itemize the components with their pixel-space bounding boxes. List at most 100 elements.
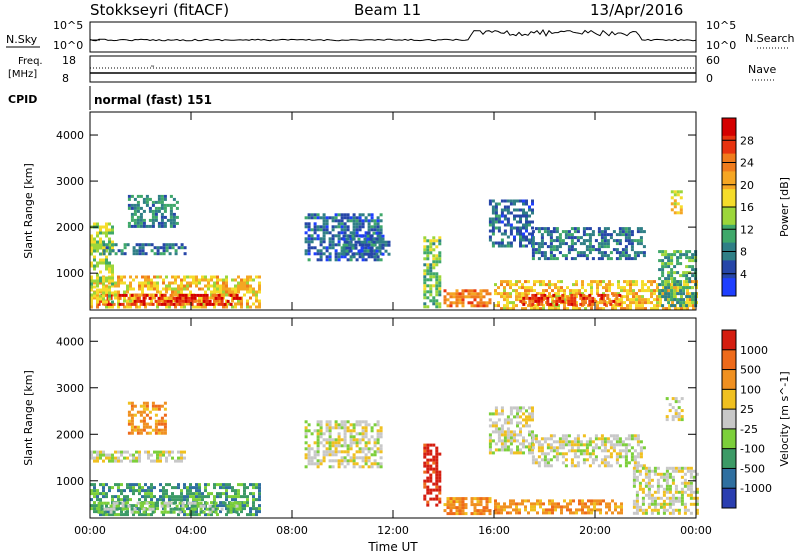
power-cell xyxy=(342,243,346,247)
velocity-cell xyxy=(500,511,503,515)
velocity-cell xyxy=(624,449,628,453)
velocity-cell xyxy=(531,448,534,452)
power-cell xyxy=(423,272,427,276)
power-cell xyxy=(142,197,146,201)
power-cell xyxy=(258,275,261,279)
velocity-cell xyxy=(198,495,201,499)
power-cell xyxy=(661,265,665,269)
velocity-cell xyxy=(174,459,177,463)
power-cell xyxy=(606,296,610,300)
power-cell xyxy=(452,301,456,305)
velocity-cell xyxy=(225,495,228,499)
power-cell xyxy=(111,225,114,229)
power-cell xyxy=(340,222,344,226)
power-cell xyxy=(234,302,237,306)
velocity-cell xyxy=(518,508,521,512)
power-cell xyxy=(316,234,320,238)
power-cell xyxy=(127,194,131,198)
velocity-cell xyxy=(609,455,613,459)
velocity-cell xyxy=(376,447,380,451)
velocity-cell xyxy=(139,410,143,414)
velocity-cell xyxy=(136,501,140,505)
power-cell xyxy=(533,307,536,311)
velocity-cell xyxy=(198,486,201,490)
velocity-cell xyxy=(337,465,341,469)
velocity-cell xyxy=(525,445,528,449)
power-cell xyxy=(117,299,120,303)
velocity-cell xyxy=(165,483,168,487)
velocity-cell xyxy=(522,451,525,455)
power-colorbar-label: Power [dB] xyxy=(778,177,791,237)
velocity-colorbar-tick-label: 1000 xyxy=(740,344,768,357)
power-cell xyxy=(689,304,692,308)
velocity-cell xyxy=(157,407,161,411)
velocity-cell xyxy=(376,435,380,439)
power-cell xyxy=(603,233,607,237)
power-cell xyxy=(108,281,111,285)
velocity-cell xyxy=(591,440,595,444)
velocity-cell xyxy=(636,434,640,438)
velocity-cell xyxy=(482,509,486,513)
velocity-cell xyxy=(635,466,639,470)
power-cell xyxy=(426,284,430,288)
velocity-cell xyxy=(361,426,365,430)
power-cell xyxy=(102,285,105,289)
velocity-cell xyxy=(530,505,533,509)
power-cell xyxy=(108,276,111,280)
velocity-cell xyxy=(367,423,371,427)
velocity-cell xyxy=(316,441,320,445)
velocity-cell xyxy=(635,511,639,515)
power-cell xyxy=(190,293,194,297)
power-cell xyxy=(537,257,541,261)
velocity-cell xyxy=(497,418,501,422)
power-cell xyxy=(360,240,364,244)
power-cell xyxy=(653,307,656,311)
velocity-cell xyxy=(105,513,108,517)
power-cell xyxy=(358,216,362,220)
velocity-cell xyxy=(103,501,107,505)
power-cell xyxy=(384,240,388,244)
power-cell xyxy=(237,290,240,294)
power-cell xyxy=(123,252,127,256)
velocity-cell xyxy=(435,482,439,486)
velocity-cell xyxy=(195,492,198,496)
velocity-cell xyxy=(376,432,380,436)
power-cell xyxy=(513,235,516,239)
velocity-cell xyxy=(313,441,317,445)
velocity-cell xyxy=(142,407,146,411)
velocity-cell xyxy=(585,458,589,462)
power-cell xyxy=(153,275,156,279)
power-cell xyxy=(522,223,525,227)
velocity-cell xyxy=(145,404,149,408)
power-cell xyxy=(585,239,589,243)
power-cell xyxy=(579,242,583,246)
power-cell xyxy=(108,249,112,253)
power-cell xyxy=(661,304,665,308)
velocity-cell xyxy=(142,422,146,426)
velocity-cell xyxy=(573,464,577,468)
velocity-cell xyxy=(639,452,643,456)
power-cell xyxy=(90,240,93,244)
power-cell xyxy=(446,298,450,302)
velocity-cell xyxy=(199,510,203,514)
power-cell xyxy=(141,287,144,291)
power-cell xyxy=(618,230,622,234)
power-cell xyxy=(635,307,638,311)
velocity-cell xyxy=(346,444,350,448)
power-cell xyxy=(123,299,126,303)
power-cell xyxy=(632,289,635,293)
velocity-cell xyxy=(124,510,128,514)
power-cell xyxy=(503,295,506,299)
power-cell xyxy=(423,296,427,300)
velocity-cell xyxy=(162,486,165,490)
power-cell xyxy=(429,275,433,279)
power-cell xyxy=(331,243,335,247)
velocity-cell xyxy=(156,459,159,463)
power-cell xyxy=(686,307,689,311)
velocity-cell xyxy=(231,489,234,493)
power-cell xyxy=(360,252,364,256)
power-cell xyxy=(423,236,427,240)
power-cell xyxy=(567,299,571,303)
power-cell xyxy=(319,240,323,244)
power-cell xyxy=(494,289,497,293)
